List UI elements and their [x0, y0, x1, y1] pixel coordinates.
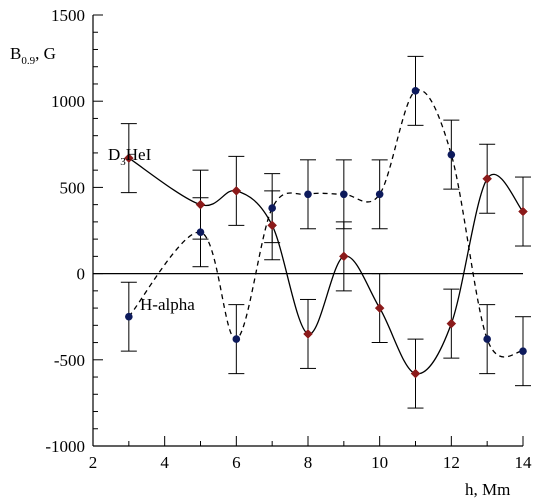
series-line-d3hei [128, 157, 524, 375]
data-point-halpha [340, 190, 348, 199]
data-point-d3hei [518, 206, 528, 217]
data-point-halpha [304, 190, 312, 199]
error-bars-group [120, 55, 531, 409]
y-axis-label-sub: 0.9 [21, 55, 35, 67]
y-tick-label: -500 [54, 351, 85, 370]
x-tick-label: 10 [371, 453, 388, 472]
y-axis-label: B0.9, G [10, 44, 56, 67]
series-label-d3hei: D3HeI [108, 145, 152, 168]
series-line-halpha [128, 89, 524, 358]
data-point-halpha [447, 150, 456, 159]
y-axis-label-main: B [10, 44, 21, 63]
data-point-halpha [196, 228, 205, 237]
x-tick-label: 12 [443, 453, 460, 472]
y-tick-label: 1500 [51, 6, 85, 25]
series-label-d3hei-sub: 3 [120, 156, 126, 168]
y-tick-label: 500 [60, 178, 86, 197]
x-tick-label: 4 [160, 453, 169, 472]
data-point-d3hei [267, 220, 278, 231]
data-point-d3hei [374, 303, 385, 313]
data-point-halpha [232, 335, 241, 343]
data-point-d3hei [446, 318, 457, 329]
y-axis-label-rest: , G [35, 44, 56, 63]
data-point-halpha [411, 87, 420, 95]
data-point-d3hei [195, 199, 206, 210]
data-point-halpha [519, 347, 527, 355]
data-point-halpha [268, 204, 276, 212]
data-point-d3hei [231, 185, 242, 196]
x-tick-label: 8 [304, 453, 313, 472]
series-label-d3hei-rest: HeI [126, 145, 152, 164]
markers-group [123, 87, 528, 379]
axes-group [92, 15, 523, 447]
data-point-d3hei [123, 153, 134, 163]
curves-group [128, 89, 524, 375]
x-axis-label: h, Mm [465, 480, 510, 499]
data-point-halpha [125, 312, 133, 321]
data-point-halpha [483, 335, 491, 343]
data-point-d3hei [410, 368, 421, 379]
y-tick-label: 1000 [51, 92, 85, 111]
data-point-halpha [375, 190, 384, 199]
y-tick-label: -1000 [45, 437, 85, 456]
ticks-group: 2 4 6 8 10 12 14 -1000 -500 0 500 1000 1500 [45, 6, 532, 472]
data-point-d3hei [303, 329, 313, 339]
series-label-d3hei-main: D [108, 145, 120, 164]
x-tick-label: 14 [515, 453, 533, 472]
series-label-halpha: H-alpha [140, 295, 195, 314]
x-tick-label: 6 [232, 453, 241, 472]
data-point-d3hei [482, 173, 493, 184]
data-point-d3hei [338, 251, 349, 262]
y-tick-label: 0 [77, 265, 86, 284]
x-tick-label: 2 [89, 453, 98, 472]
